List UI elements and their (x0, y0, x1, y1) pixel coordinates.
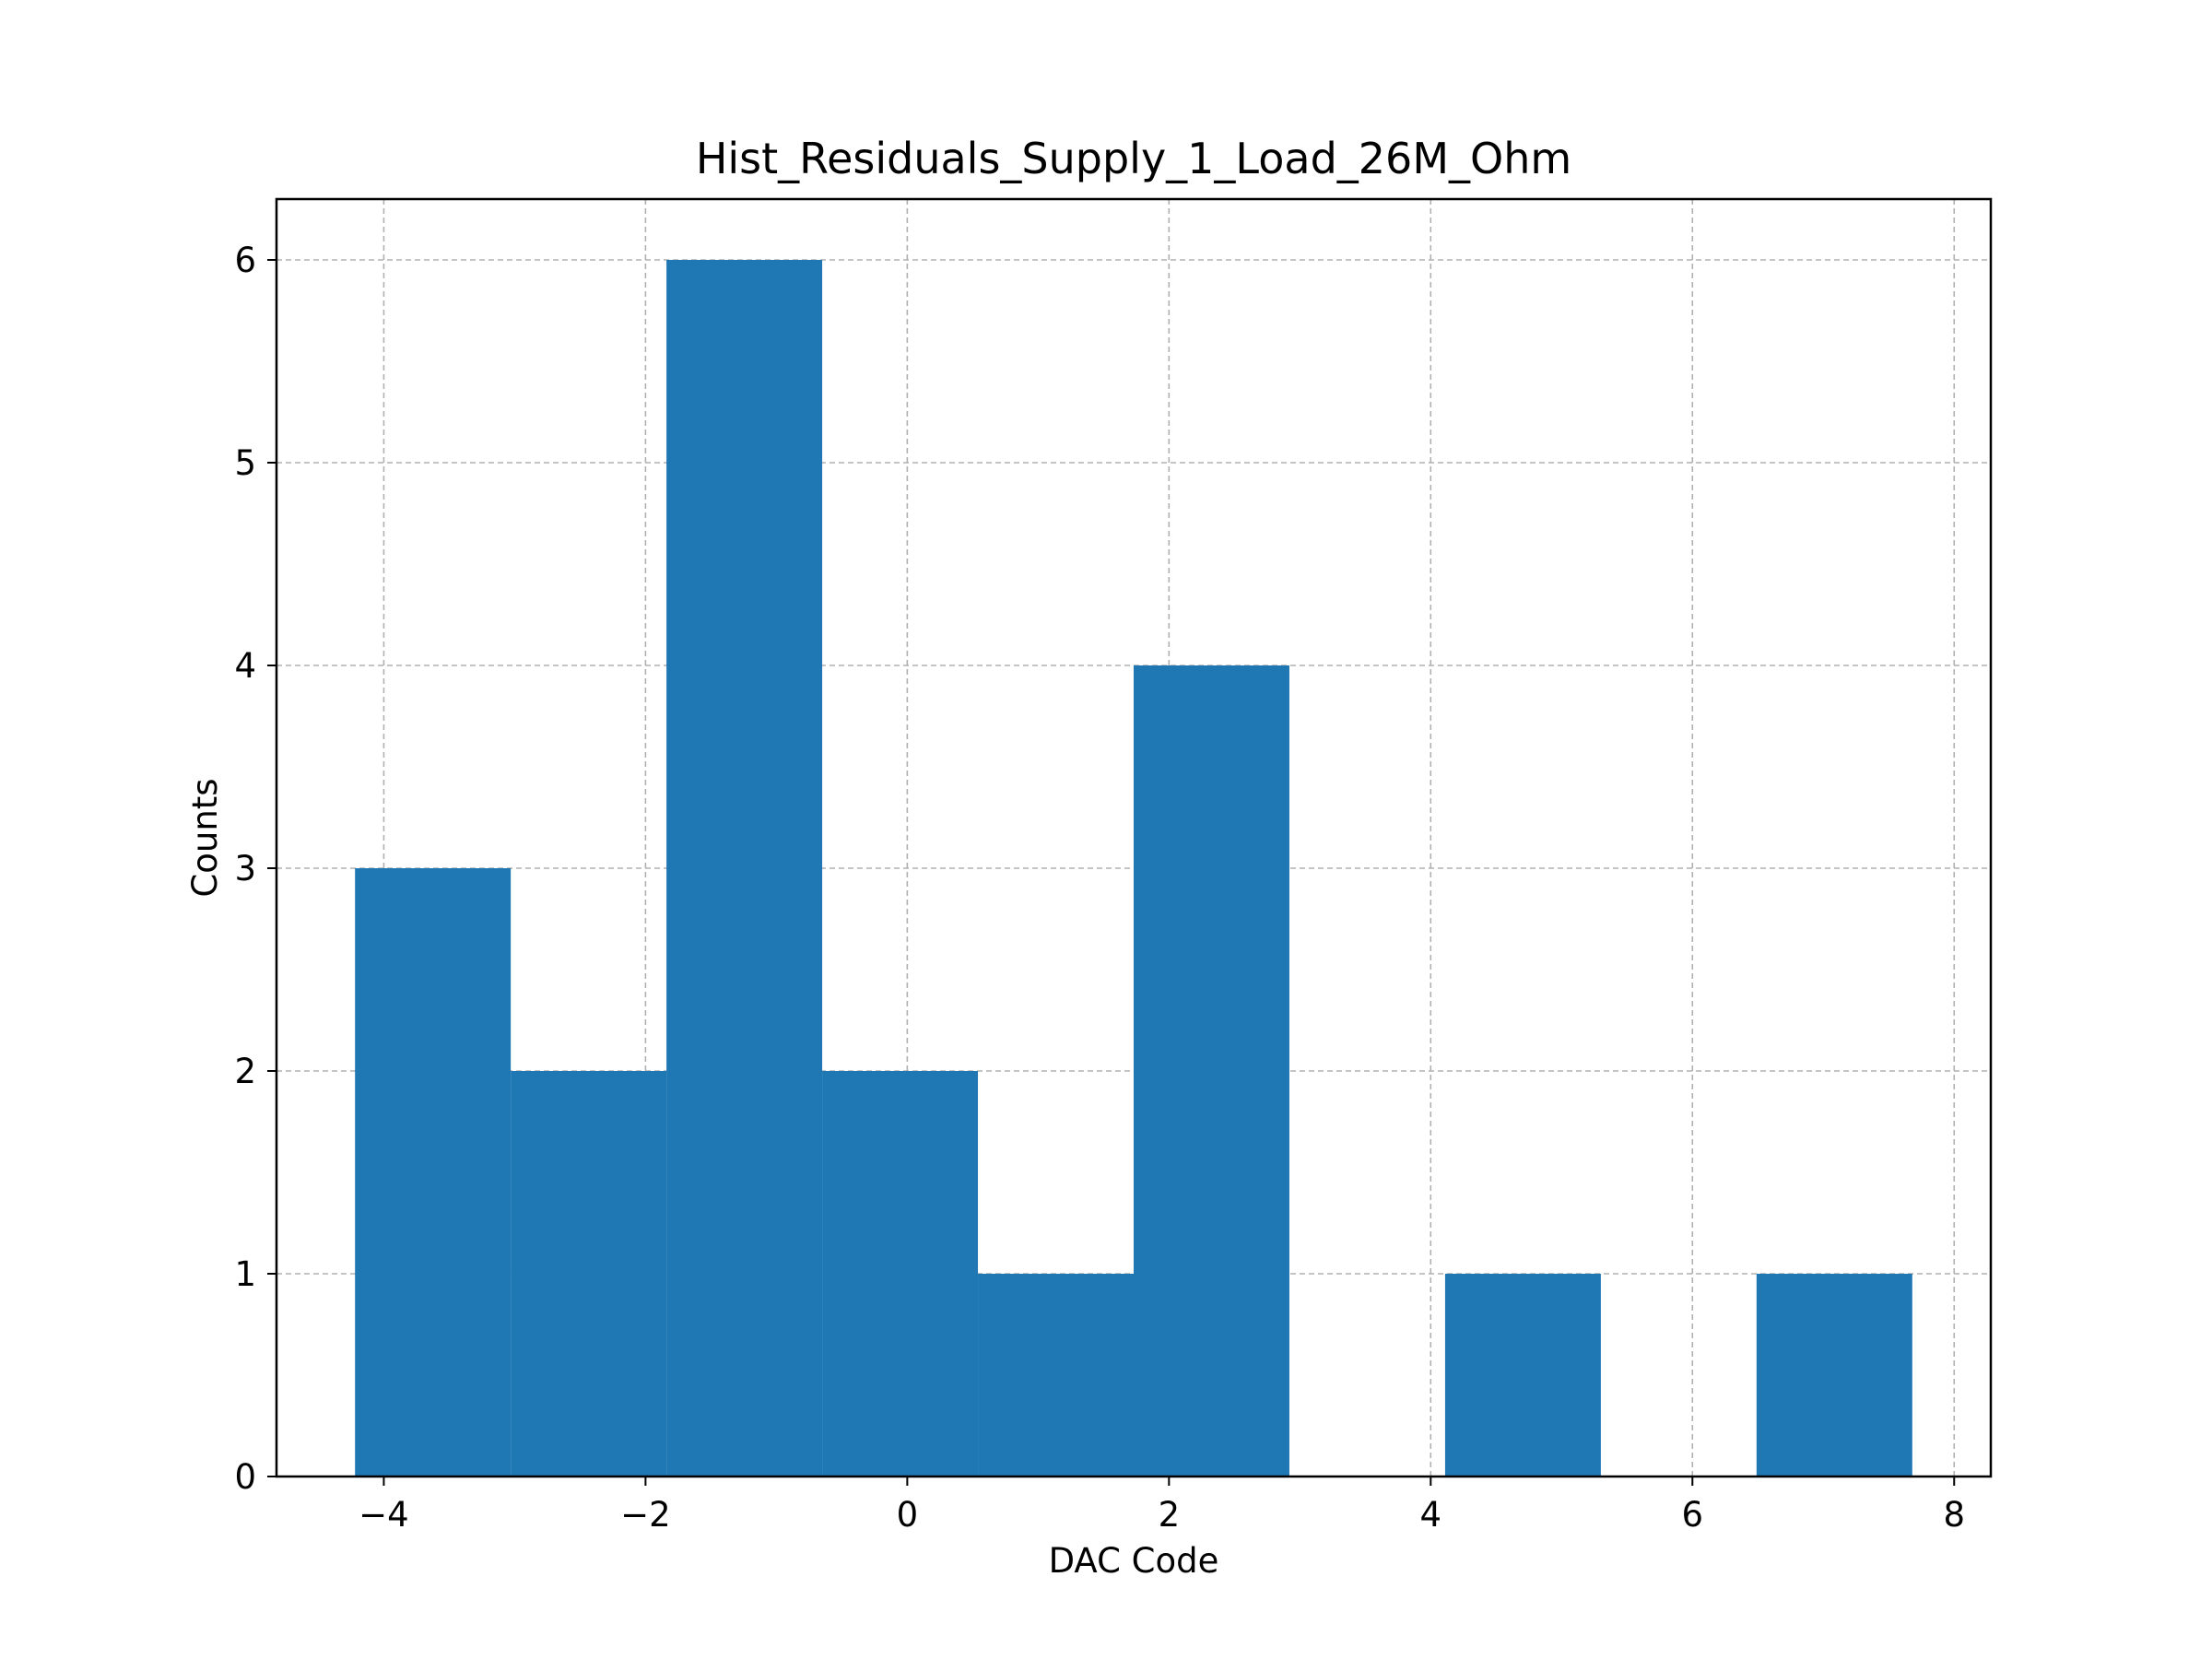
grid-layer (276, 199, 1991, 1477)
x-tick-label: −2 (620, 1495, 671, 1535)
x-tick-label: 6 (1682, 1495, 1704, 1535)
y-tick-label: 5 (234, 443, 256, 483)
y-tick-label: 3 (234, 849, 256, 888)
x-tick-label: 2 (1159, 1495, 1181, 1535)
x-tick-label: 8 (1943, 1495, 1965, 1535)
histogram-bar (1444, 1274, 1601, 1477)
histogram-bar (822, 1071, 979, 1477)
y-tick-label: 2 (234, 1052, 256, 1091)
ticks-layer: −4 −2 0 2 4 6 8 0 1 2 3 4 5 6 (234, 241, 1965, 1535)
y-tick-label: 6 (234, 241, 256, 280)
y-tick-label: 0 (234, 1457, 256, 1497)
y-tick-label: 1 (234, 1254, 256, 1294)
x-tick-label: −4 (359, 1495, 409, 1535)
histogram-bar (978, 1274, 1134, 1477)
histogram-bar (355, 868, 512, 1477)
y-axis-label: Counts (185, 778, 225, 897)
x-axis-label: DAC Code (1049, 1541, 1219, 1581)
histogram-bar (1134, 665, 1289, 1477)
bars-layer (355, 260, 1912, 1477)
x-tick-label: 4 (1420, 1495, 1442, 1535)
histogram-bar (1756, 1274, 1912, 1477)
chart-title: Hist_Residuals_Supply_1_Load_26M_Ohm (696, 134, 1571, 183)
y-tick-label: 4 (234, 646, 256, 686)
histogram-bar (511, 1071, 667, 1477)
axes-frame (275, 197, 1993, 1478)
x-tick-label: 0 (897, 1495, 919, 1535)
histogram-bar (666, 260, 823, 1477)
